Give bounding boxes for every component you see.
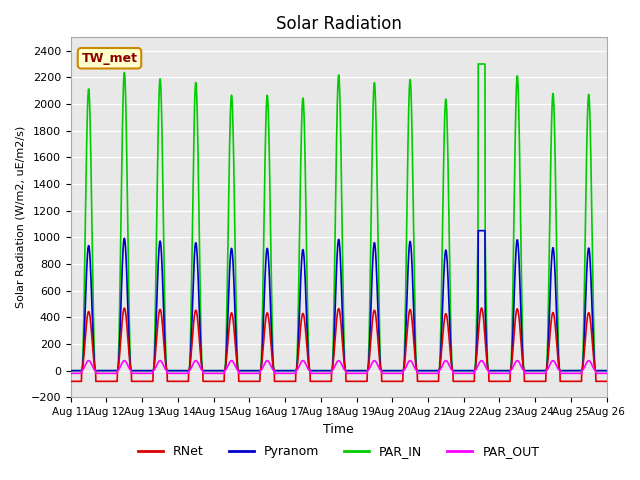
Title: Solar Radiation: Solar Radiation — [276, 15, 402, 33]
Y-axis label: Solar Radiation (W/m2, uE/m2/s): Solar Radiation (W/m2, uE/m2/s) — [15, 126, 25, 309]
Text: TW_met: TW_met — [81, 52, 138, 65]
X-axis label: Time: Time — [323, 422, 354, 436]
Legend: RNet, Pyranom, PAR_IN, PAR_OUT: RNet, Pyranom, PAR_IN, PAR_OUT — [133, 440, 545, 463]
